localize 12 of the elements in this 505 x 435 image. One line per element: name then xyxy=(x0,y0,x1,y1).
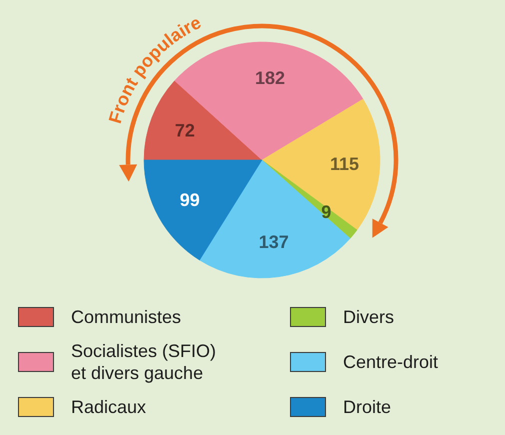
data-label: 99 xyxy=(180,190,200,210)
legend-label: Divers xyxy=(343,306,396,328)
pie-slice xyxy=(262,98,380,230)
data-label: 115 xyxy=(330,154,360,174)
data-label: 137 xyxy=(258,232,289,252)
data-label: 72 xyxy=(174,120,195,140)
legend-label: Radicaux xyxy=(71,396,148,418)
legend-label: Droite xyxy=(343,396,392,418)
legend-label: Centre-droit xyxy=(343,351,440,373)
legend-label: Socialistes (SFIO) et divers gauche xyxy=(71,340,218,384)
data-label: 182 xyxy=(254,68,286,88)
legend-label: Communistes xyxy=(71,306,182,328)
